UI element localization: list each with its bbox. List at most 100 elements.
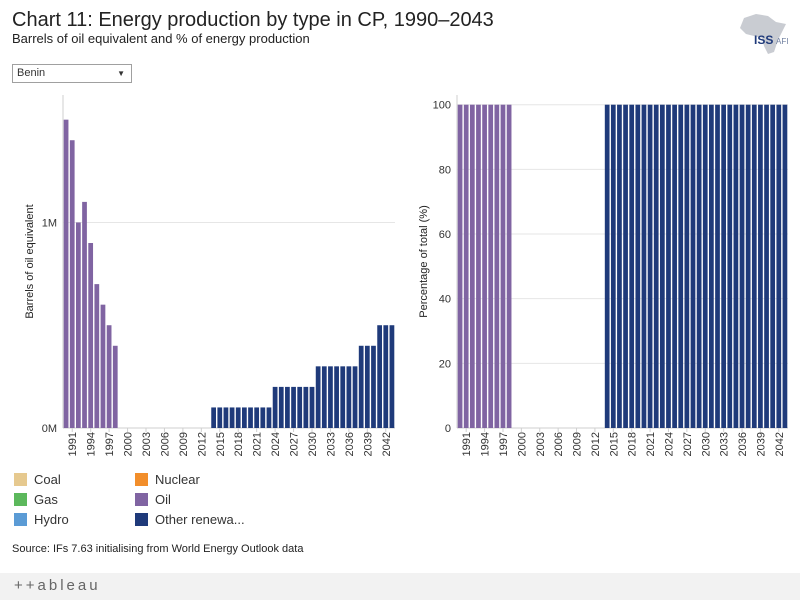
bar-other-renewables-2035[interactable]	[340, 366, 346, 428]
bar-oil-1991[interactable]	[463, 104, 469, 428]
bar-other-renewables-2030[interactable]	[702, 104, 708, 428]
bar-oil-1995[interactable]	[94, 284, 100, 428]
bar-other-renewables-2038[interactable]	[751, 104, 757, 428]
bar-other-renewables-2024[interactable]	[272, 386, 278, 428]
bar-other-renewables-2023[interactable]	[659, 104, 665, 428]
bar-other-renewables-2025[interactable]	[278, 386, 284, 428]
bar-other-renewables-2018[interactable]	[629, 104, 635, 428]
x-tick-label: 2015	[215, 432, 227, 456]
bar-other-renewables-2025[interactable]	[672, 104, 677, 428]
bar-other-renewables-2036[interactable]	[739, 104, 745, 428]
bar-oil-1994[interactable]	[482, 104, 487, 428]
bar-other-renewables-2042[interactable]	[383, 325, 389, 428]
legend-item-gas[interactable]: Gas	[14, 492, 58, 508]
legend-item-other-renewables[interactable]: Other renewa...	[135, 512, 245, 528]
bar-other-renewables-2027[interactable]	[684, 104, 690, 428]
bar-oil-1995[interactable]	[488, 104, 494, 428]
bar-other-renewables-2024[interactable]	[666, 104, 671, 428]
bar-other-renewables-2031[interactable]	[315, 366, 321, 428]
bar-oil-1993[interactable]	[476, 104, 481, 428]
bar-other-renewables-2037[interactable]	[352, 366, 358, 428]
bar-other-renewables-2034[interactable]	[727, 104, 733, 428]
bar-other-renewables-2035[interactable]	[733, 104, 739, 428]
chart-percentage[interactable]: 0 20 40 60 80 100 Percentage of total (%) 1991 1…	[418, 95, 788, 456]
bar-other-renewables-2027[interactable]	[291, 386, 296, 428]
bar-other-renewables-2020[interactable]	[641, 104, 647, 428]
bar-other-renewables-2017[interactable]	[623, 104, 628, 428]
bar-other-renewables-2015[interactable]	[217, 407, 223, 428]
bar-other-renewables-2036[interactable]	[346, 366, 352, 428]
bar-other-renewables-2034[interactable]	[334, 366, 339, 428]
country-filter-dropdown[interactable]: Benin ▼	[12, 64, 132, 83]
tableau-logo[interactable]: ++ableau	[14, 577, 101, 594]
bar-other-renewables-2037[interactable]	[745, 104, 751, 428]
bar-other-renewables-2017[interactable]	[229, 407, 235, 428]
chart-absolute[interactable]: 0M 1M Barrels of oil equivalent 1991 1994 199…	[24, 95, 395, 456]
bar-oil-1994[interactable]	[88, 243, 94, 428]
bar-other-renewables-2043[interactable]	[389, 325, 395, 428]
bar-oil-1992[interactable]	[469, 104, 475, 428]
bar-other-renewables-2043[interactable]	[782, 104, 788, 428]
bar-oil-1996[interactable]	[100, 304, 106, 428]
bar-other-renewables-2016[interactable]	[223, 407, 229, 428]
bar-other-renewables-2033[interactable]	[721, 104, 727, 428]
bar-oil-1990[interactable]	[457, 104, 463, 428]
bar-other-renewables-2029[interactable]	[696, 104, 702, 428]
chevron-down-icon: ▼	[117, 69, 125, 78]
bar-other-renewables-2019[interactable]	[635, 104, 641, 428]
bar-other-renewables-2026[interactable]	[678, 104, 684, 428]
bar-other-renewables-2023[interactable]	[266, 407, 272, 428]
bar-other-renewables-2033[interactable]	[328, 366, 333, 428]
bar-other-renewables-2041[interactable]	[377, 325, 383, 428]
legend-swatch-nuclear	[135, 473, 148, 486]
bar-other-renewables-2038[interactable]	[358, 345, 364, 428]
bar-other-renewables-2039[interactable]	[758, 104, 763, 428]
legend-item-hydro[interactable]: Hydro	[14, 512, 69, 528]
bar-other-renewables-2022[interactable]	[260, 407, 266, 428]
bar-other-renewables-2040[interactable]	[764, 104, 769, 428]
bar-other-renewables-2014[interactable]	[604, 104, 610, 428]
legend-item-oil[interactable]: Oil	[135, 492, 171, 508]
bar-other-renewables-2030[interactable]	[309, 386, 315, 428]
bar-other-renewables-2032[interactable]	[321, 366, 327, 428]
bar-other-renewables-2029[interactable]	[303, 386, 309, 428]
x-tick-label: 2003	[535, 432, 547, 456]
bar-other-renewables-2041[interactable]	[770, 104, 776, 428]
bar-other-renewables-2020[interactable]	[248, 407, 253, 428]
bar-oil-1996[interactable]	[494, 104, 500, 428]
bar-other-renewables-2026[interactable]	[285, 386, 290, 428]
x-tick-label: 2024	[270, 432, 282, 456]
bar-oil-1993[interactable]	[82, 201, 87, 428]
bar-oil-1997[interactable]	[106, 325, 112, 428]
bar-oil-1998[interactable]	[112, 345, 118, 428]
legend-label-oil: Oil	[155, 492, 171, 507]
bar-oil-1997[interactable]	[500, 104, 506, 428]
iss-logo[interactable]: ISS AFI	[734, 12, 792, 56]
bar-other-renewables-2039[interactable]	[364, 345, 370, 428]
legend-item-coal[interactable]: Coal	[14, 472, 61, 488]
bar-oil-1991[interactable]	[69, 140, 75, 428]
bar-other-renewables-2019[interactable]	[241, 407, 247, 428]
bar-oil-1998[interactable]	[506, 104, 512, 428]
bar-oil-1990[interactable]	[63, 119, 69, 429]
bar-other-renewables-2028[interactable]	[297, 386, 303, 428]
bar-other-renewables-2015[interactable]	[610, 104, 616, 428]
x-tick-label: 2000	[516, 432, 528, 456]
x-tick-label: 2042	[381, 432, 393, 456]
bar-other-renewables-2042[interactable]	[776, 104, 782, 428]
legend-item-nuclear[interactable]: Nuclear	[135, 472, 200, 488]
x-tick-label: 2030	[700, 432, 712, 456]
bar-other-renewables-2014[interactable]	[211, 407, 217, 428]
bar-other-renewables-2022[interactable]	[653, 104, 659, 428]
bar-other-renewables-2032[interactable]	[715, 104, 720, 428]
bar-other-renewables-2021[interactable]	[254, 407, 260, 428]
bar-oil-1992[interactable]	[75, 222, 81, 428]
x-tick-label: 2012	[196, 432, 208, 456]
bar-other-renewables-2016[interactable]	[617, 104, 622, 428]
bar-other-renewables-2031[interactable]	[709, 104, 714, 428]
bar-other-renewables-2021[interactable]	[647, 104, 653, 428]
bar-other-renewables-2040[interactable]	[371, 345, 376, 428]
bar-other-renewables-2018[interactable]	[235, 407, 241, 428]
bar-other-renewables-2028[interactable]	[690, 104, 696, 428]
y-tick-label: 0	[445, 423, 451, 435]
